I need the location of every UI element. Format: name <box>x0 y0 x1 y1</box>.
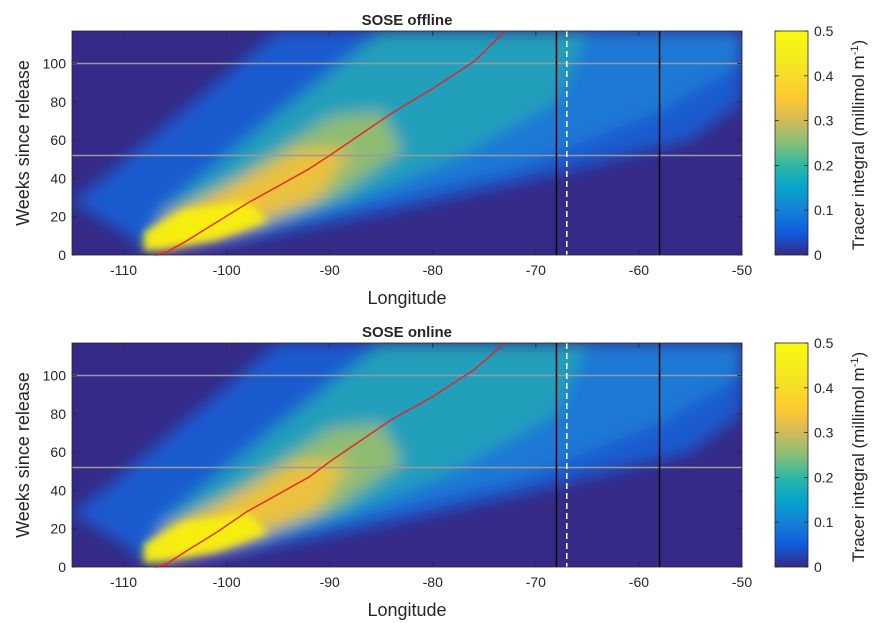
overlay-lines-online <box>72 342 742 568</box>
axes-box <box>71 342 743 568</box>
colorbar-label-close: ) <box>849 40 868 46</box>
heatmap-offline <box>72 31 742 255</box>
colorbar-tick-label: 0.4 <box>814 380 834 396</box>
x-tick-label: -100 <box>213 574 241 590</box>
colorbar-tick-label: 0.5 <box>814 23 834 39</box>
x-tick-label: -90 <box>320 574 340 590</box>
y-tick-label: 0 <box>58 559 66 575</box>
colorbar-tick-label: 0.3 <box>814 113 834 129</box>
y-tick-label: 100 <box>43 368 67 384</box>
x-axis-label-online: Longitude <box>367 600 446 620</box>
colorbar-label: Tracer integral (millimol m-1) <box>849 40 868 250</box>
colorbar-tick-label: 0.5 <box>814 335 834 351</box>
x-tick-label: -50 <box>732 262 752 278</box>
chart-title-online: SOSE online <box>362 324 452 341</box>
y-tick-label: 0 <box>58 247 66 263</box>
y-axis-label-online: Weeks since release <box>13 372 33 538</box>
x-tick-label: -110 <box>110 574 137 590</box>
x-tick-label: -70 <box>526 574 546 590</box>
x-tick-label: -50 <box>732 574 752 590</box>
colorbar-frame <box>774 342 809 568</box>
overlay-lines-offline <box>72 30 742 256</box>
colorbar-tick-label: 0 <box>814 247 822 263</box>
colorbar-label-superscript: -1 <box>849 45 861 55</box>
y-axis-label-offline: Weeks since release <box>13 60 33 226</box>
colorbar-label: Tracer integral (millimol m-1) <box>849 352 868 562</box>
x-tick-label: -80 <box>423 574 443 590</box>
colorbar-tick-label: 0.2 <box>814 157 834 173</box>
colorbar-label-text: Tracer integral (millimol m <box>849 55 868 250</box>
y-tick-label: 100 <box>43 56 67 72</box>
heatmap-field <box>72 343 742 564</box>
y-tick-label: 20 <box>50 521 66 537</box>
x-tick-label: -100 <box>213 262 241 278</box>
colorbar-offline: 0 0.1 0.2 0.3 0.4 0.5 Tracer integral (millimo… <box>774 23 868 263</box>
x-tick-label: -60 <box>629 574 649 590</box>
axes-offline: -110 -100 -90 -80 -70 -60 -50 0 20 40 60 80 100 <box>43 30 752 278</box>
colorbar-gradient <box>775 31 808 255</box>
colorbar-label-close: ) <box>849 352 868 358</box>
x-tick-label: -60 <box>629 262 649 278</box>
y-tick-label: 40 <box>50 170 66 186</box>
colorbar-tick-label: 0.1 <box>814 202 834 218</box>
chart-title-offline: SOSE offline <box>362 12 453 29</box>
heatmap-core <box>144 201 268 252</box>
colorbar-frame <box>774 30 809 256</box>
colorbar-tick-label: 0.2 <box>814 469 834 485</box>
heatmap-core-band <box>144 201 268 252</box>
colorbar-tick-label: 0 <box>814 559 822 575</box>
x-tick-label: -80 <box>423 262 443 278</box>
colorbar-online: 0 0.1 0.2 0.3 0.4 0.5 Tracer integral (millimo… <box>774 335 868 575</box>
colorbar-label-text: Tracer integral (millimol m <box>849 367 868 562</box>
x-tick-label: -70 <box>526 262 546 278</box>
x-tick-label: -90 <box>320 262 340 278</box>
heatmap-field <box>72 31 742 252</box>
axes-box <box>71 30 743 256</box>
x-tick-label: -110 <box>110 262 137 278</box>
colorbar-tick-label: 0.4 <box>814 68 834 84</box>
y-tick-label: 80 <box>50 406 66 422</box>
front-line <box>154 30 506 256</box>
colorbar-tick-label: 0.3 <box>814 425 834 441</box>
y-tick-label: 40 <box>50 482 66 498</box>
panel-offline: -110 -100 -90 -80 -70 -60 -50 0 20 40 60 80 100 SOSE… <box>13 12 868 308</box>
x-axis-label-offline: Longitude <box>367 288 446 308</box>
y-tick-label: 20 <box>50 209 66 225</box>
panel-online: -110 -100 -90 -80 -70 -60 -50 0 20 40 60 80 100 SOSE… <box>13 324 868 620</box>
colorbar-label-superscript: -1 <box>849 357 861 367</box>
colorbar-tick-label: 0.1 <box>814 514 834 530</box>
y-tick-label: 60 <box>50 132 66 148</box>
heatmap-online <box>72 343 742 567</box>
y-tick-label: 60 <box>50 444 66 460</box>
y-tick-label: 80 <box>50 94 66 110</box>
front-line <box>154 342 506 568</box>
colorbar-gradient <box>775 343 808 567</box>
axes-online: -110 -100 -90 -80 -70 -60 -50 0 20 40 60 80 100 <box>43 342 752 590</box>
